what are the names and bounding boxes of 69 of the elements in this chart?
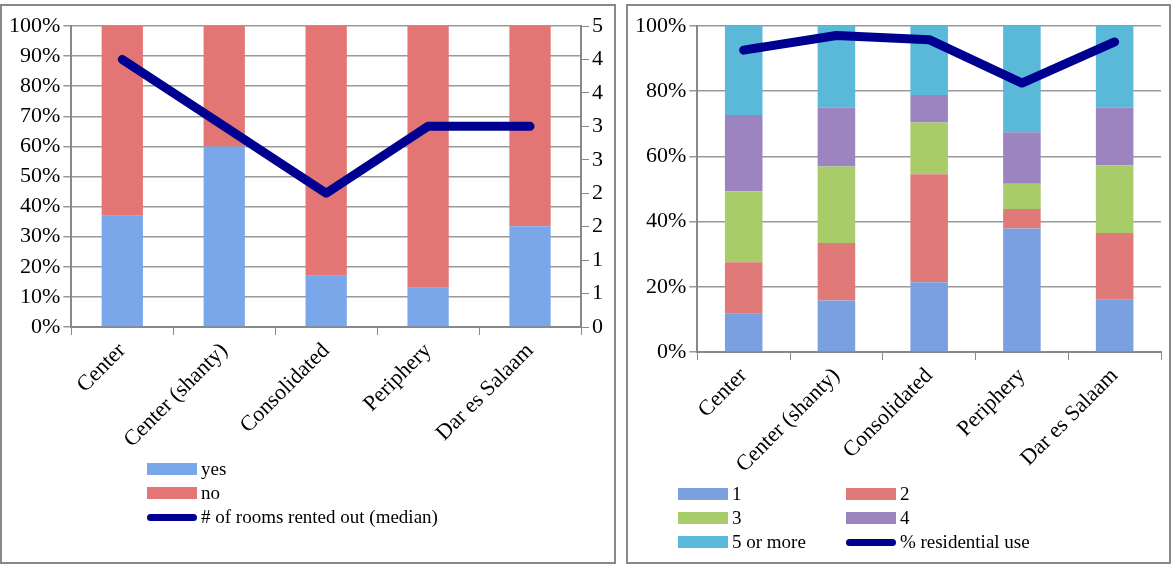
bar [407,26,449,288]
y2-tick-label: 4 [592,78,603,104]
legend-label: 4 [899,507,910,529]
bar [1095,165,1134,234]
bar [817,107,856,167]
bar [1095,299,1134,352]
bar [407,287,449,327]
y-tick-label: 40% [646,207,687,233]
legend-label: 5 or more [732,531,806,553]
y-tick-label: 20% [646,272,687,298]
bar [509,226,551,327]
bar [1095,26,1134,108]
y-tick-label: 10% [20,282,61,308]
bar [1003,208,1041,229]
y-tick-label: 0% [657,337,687,363]
y-tick-label: 50% [20,162,61,188]
bar [305,275,347,327]
bar [101,26,143,216]
y2-tick-label: 4 [592,45,603,71]
y2-tick-label: 3 [592,145,603,171]
bar [203,26,245,147]
y2-tick-label: 1 [592,245,603,271]
legend-label: % residential use [899,531,1030,553]
y-tick-label: 20% [20,252,61,278]
bar [203,146,245,327]
bar [910,174,948,283]
y2-tick-label: 0 [592,312,603,338]
y-tick-label: 90% [20,41,61,67]
bar [910,122,948,175]
bar [910,95,948,123]
bar [724,26,763,115]
y2-tick-label: 3 [592,112,603,138]
bar [509,26,551,227]
bar [1095,233,1134,300]
bar [724,115,763,192]
legend-label: # of rooms rented out (median) [201,506,438,528]
bar [910,282,948,352]
bar [305,26,347,276]
legend-label: 3 [732,507,742,529]
legend-label: yes [201,458,227,480]
y-tick-label: 0% [31,312,61,338]
y-tick-label: 60% [646,142,687,168]
bar [1095,107,1134,166]
bar [724,191,763,263]
y2-tick-label: 1 [592,279,603,305]
y-tick-label: 100% [635,11,687,37]
y-tick-label: 30% [20,222,61,248]
bar [1003,132,1041,184]
bar [817,243,856,301]
y-tick-label: 70% [20,102,61,128]
bar [724,313,763,352]
bar [724,262,763,314]
bar [1003,228,1041,352]
y-tick-label: 60% [20,132,61,158]
legend-label: no [201,482,220,504]
bar [1003,26,1041,133]
legend-label: 1 [732,483,742,505]
bar [1003,183,1041,209]
bar [817,166,856,244]
legend-label: 2 [899,483,910,505]
y-tick-label: 40% [20,192,61,218]
bar [817,300,856,352]
y-tick-label: 80% [20,71,61,97]
bar [101,215,143,327]
y-tick-label: 100% [9,11,61,37]
y-tick-label: 80% [646,76,687,102]
y2-tick-label: 2 [592,179,603,204]
y2-tick-label: 2 [592,212,603,238]
y2-tick-label: 5 [592,11,603,37]
